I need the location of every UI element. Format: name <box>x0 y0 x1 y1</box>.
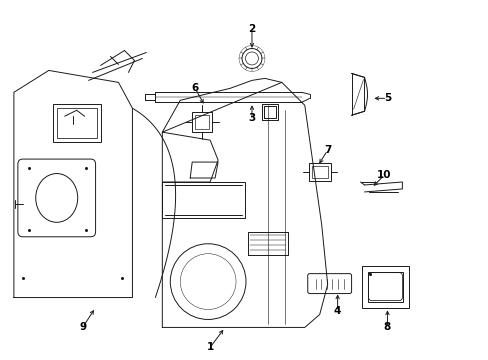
Text: 7: 7 <box>324 145 331 155</box>
Text: 5: 5 <box>383 93 390 103</box>
Bar <box>367 272 403 302</box>
Bar <box>308 163 330 181</box>
Text: 10: 10 <box>376 170 391 180</box>
Text: 4: 4 <box>333 306 341 316</box>
Text: 2: 2 <box>248 24 255 33</box>
Bar <box>361 266 408 307</box>
Text: 9: 9 <box>79 323 86 332</box>
Text: 1: 1 <box>206 342 213 352</box>
Bar <box>57 108 96 138</box>
Bar <box>53 104 101 142</box>
Text: 8: 8 <box>383 323 390 332</box>
Text: 6: 6 <box>191 84 199 93</box>
Bar <box>195 115 209 129</box>
Text: 3: 3 <box>248 113 255 123</box>
Bar <box>311 166 327 178</box>
Bar <box>192 112 212 132</box>
